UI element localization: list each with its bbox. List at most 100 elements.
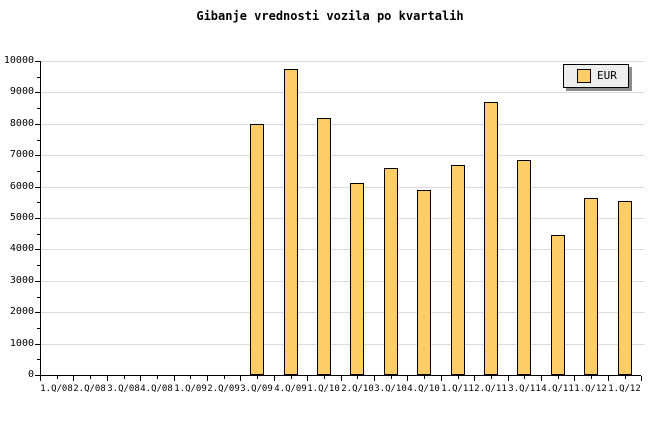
y-axis-line: [40, 61, 41, 376]
x-minor-tick: [291, 376, 292, 379]
x-minor-tick: [424, 376, 425, 379]
gridline: [40, 92, 645, 93]
y-major-tick: [35, 155, 40, 156]
x-tick-label: 1.Q/11: [441, 384, 474, 394]
x-tick-label: 2.Q/11: [474, 384, 507, 394]
x-minor-tick: [157, 376, 158, 379]
x-major-tick: [441, 376, 442, 381]
x-major-tick: [107, 376, 108, 381]
y-tick-label: 5000: [9, 212, 34, 223]
legend-swatch-eur: [577, 69, 591, 83]
gridline: [40, 281, 645, 282]
y-tick-label: 10000: [3, 55, 34, 66]
x-tick-label: 3.Q/09: [240, 384, 273, 394]
x-minor-tick: [90, 376, 91, 379]
chart-title: Gibanje vrednosti vozila po kvartalih: [196, 9, 464, 23]
x-tick-label: 1.Q/08: [40, 384, 73, 394]
y-major-tick: [35, 61, 40, 62]
y-minor-tick: [37, 140, 40, 141]
gridline: [40, 155, 645, 156]
legend-label: EUR: [597, 69, 617, 82]
y-major-tick: [35, 92, 40, 93]
y-minor-tick: [37, 265, 40, 266]
x-major-tick: [73, 376, 74, 381]
y-minor-tick: [37, 234, 40, 235]
bar: [584, 198, 598, 375]
bar: [350, 183, 364, 375]
x-major-tick: [574, 376, 575, 381]
x-minor-tick: [324, 376, 325, 379]
y-major-tick: [35, 281, 40, 282]
x-tick-label: 3.Q/08: [107, 384, 140, 394]
x-major-tick: [240, 376, 241, 381]
y-major-tick: [35, 375, 40, 376]
bar: [551, 235, 565, 375]
bar: [417, 190, 431, 375]
gridline: [40, 61, 645, 62]
x-major-tick: [474, 376, 475, 381]
x-major-tick: [307, 376, 308, 381]
x-tick-label: 2.Q/09: [207, 384, 240, 394]
bar: [484, 102, 498, 375]
x-major-tick: [641, 376, 642, 381]
bar: [250, 124, 264, 375]
x-axis-line: [40, 375, 642, 376]
bar: [384, 168, 398, 375]
y-minor-tick: [37, 297, 40, 298]
gridline: [40, 249, 645, 250]
x-minor-tick: [224, 376, 225, 379]
gridline: [40, 187, 645, 188]
y-tick-label: 7000: [9, 149, 34, 160]
x-major-tick: [608, 376, 609, 381]
x-major-tick: [174, 376, 175, 381]
y-tick-label: 4000: [9, 243, 34, 254]
x-minor-tick: [190, 376, 191, 379]
x-tick-label: 4.Q/10: [407, 384, 440, 394]
y-tick-label: 8000: [9, 118, 34, 129]
y-major-tick: [35, 124, 40, 125]
y-minor-tick: [37, 202, 40, 203]
x-tick-label: 3.Q/11: [508, 384, 541, 394]
x-minor-tick: [124, 376, 125, 379]
y-tick-label: 0: [27, 369, 34, 380]
y-major-tick: [35, 218, 40, 219]
x-minor-tick: [391, 376, 392, 379]
x-minor-tick: [591, 376, 592, 379]
y-tick-label: 1000: [9, 338, 34, 349]
x-tick-label: 2.Q/10: [341, 384, 374, 394]
x-minor-tick: [524, 376, 525, 379]
bar: [451, 165, 465, 375]
x-tick-label: 4.Q/11: [541, 384, 574, 394]
y-minor-tick: [37, 359, 40, 360]
x-major-tick: [140, 376, 141, 381]
y-major-tick: [35, 249, 40, 250]
gridline: [40, 312, 645, 313]
x-major-tick: [508, 376, 509, 381]
x-major-tick: [341, 376, 342, 381]
y-minor-tick: [37, 328, 40, 329]
x-tick-label: 2.Q/08: [73, 384, 106, 394]
y-major-tick: [35, 344, 40, 345]
y-tick-label: 9000: [9, 86, 34, 97]
x-tick-label: 1.Q/12: [574, 384, 607, 394]
y-major-tick: [35, 187, 40, 188]
x-major-tick: [274, 376, 275, 381]
x-minor-tick: [491, 376, 492, 379]
bar: [317, 118, 331, 375]
x-tick-label: 4.Q/08: [140, 384, 173, 394]
x-minor-tick: [625, 376, 626, 379]
legend: EUR: [563, 64, 629, 88]
gridline: [40, 344, 645, 345]
x-major-tick: [374, 376, 375, 381]
y-major-tick: [35, 312, 40, 313]
gridline: [40, 124, 645, 125]
x-tick-label: 1.Q/10: [307, 384, 340, 394]
bar: [517, 160, 531, 375]
x-major-tick: [40, 376, 41, 381]
x-minor-tick: [357, 376, 358, 379]
x-tick-label: 3.Q/10: [374, 384, 407, 394]
y-minor-tick: [37, 108, 40, 109]
x-tick-label: 1.Q/12: [608, 384, 641, 394]
y-tick-label: 3000: [9, 275, 34, 286]
